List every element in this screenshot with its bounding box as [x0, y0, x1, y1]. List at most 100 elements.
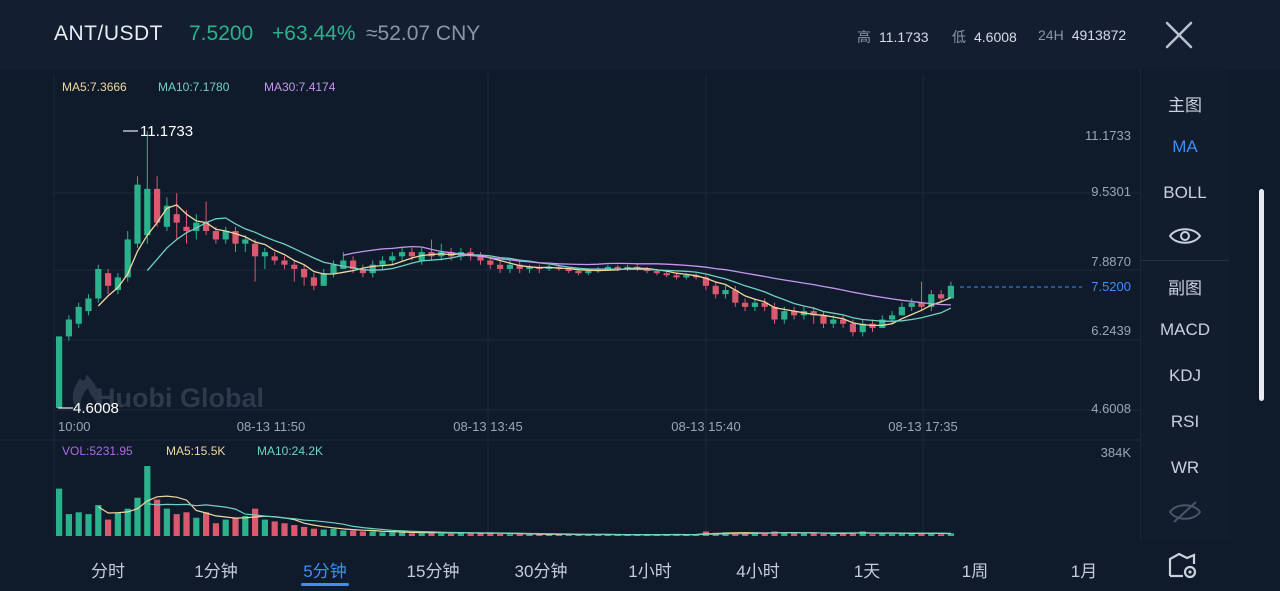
- volume-bar: [487, 533, 494, 536]
- volume-bar: [320, 529, 327, 536]
- tf-4h[interactable]: 4小时: [736, 562, 780, 581]
- candle-body: [154, 188, 161, 223]
- candle-body: [65, 319, 72, 337]
- candle: [761, 298, 768, 312]
- volume-bar: [85, 514, 92, 536]
- close-icon[interactable]: [1163, 19, 1195, 51]
- price-change: +63.44%: [272, 22, 356, 45]
- tf-1m[interactable]: 1分钟: [194, 562, 238, 581]
- candle-body: [683, 275, 690, 278]
- indicator-sidebar: 主图 MA BOLL 副图 MACD KDJ RSI WR: [1140, 70, 1229, 540]
- low-value: 4.6008: [974, 29, 1017, 45]
- tf-15m[interactable]: 15分钟: [406, 562, 460, 581]
- volume-bar: [800, 533, 807, 536]
- candle-body: [722, 290, 729, 295]
- candle-body: [252, 243, 259, 257]
- candle-body: [732, 290, 739, 303]
- tf-1h[interactable]: 1小时: [628, 562, 672, 581]
- candle: [810, 306, 817, 324]
- volume-bar: [742, 533, 749, 536]
- indicator-boll[interactable]: BOLL: [1163, 183, 1207, 202]
- candle: [947, 281, 954, 299]
- volume-bar: [751, 532, 758, 536]
- candle-body: [193, 222, 200, 232]
- volume-bar: [222, 519, 229, 536]
- volume-bar: [418, 533, 425, 536]
- volume-value: 4913872: [1071, 27, 1127, 43]
- high-value: 11.1733: [879, 29, 929, 45]
- legend-ma5: MA5:7.3666: [62, 80, 127, 94]
- candle: [722, 285, 729, 299]
- volume-bar: [114, 512, 121, 536]
- candle-body: [928, 294, 935, 307]
- volume-bar: [193, 517, 200, 536]
- candle: [95, 264, 102, 303]
- candle-body: [340, 260, 347, 269]
- candle-body: [908, 302, 915, 307]
- candle-body: [575, 271, 582, 274]
- tf-timeline[interactable]: 分时: [91, 562, 125, 581]
- scrollbar[interactable]: [1259, 189, 1264, 401]
- chart-settings-icon[interactable]: [1167, 550, 1199, 580]
- candle-body: [212, 231, 219, 240]
- candle: [908, 298, 915, 312]
- volume-bar: [771, 531, 778, 536]
- indicator-ma[interactable]: MA: [1172, 137, 1198, 156]
- volume-bar: [173, 514, 180, 536]
- eye-icon[interactable]: [1141, 225, 1229, 251]
- pair-name[interactable]: ANT/USDT: [54, 22, 163, 45]
- volume-ma-layer: [97, 495, 951, 536]
- legend-ma30: MA30:7.4174: [264, 80, 336, 94]
- candle: [477, 252, 484, 265]
- volume-bar: [869, 534, 876, 536]
- tf-5m[interactable]: 5分钟: [303, 562, 347, 581]
- indicator-macd[interactable]: MACD: [1159, 320, 1211, 339]
- candle-body: [261, 252, 268, 257]
- candle-body: [134, 184, 141, 244]
- volume-bar: [350, 530, 357, 536]
- vol-legend-ma10: MA10:24.2K: [257, 444, 323, 458]
- tf-1mo[interactable]: 1月: [1070, 562, 1098, 581]
- volume-bar: [163, 508, 170, 536]
- indicator-wr[interactable]: WR: [1170, 458, 1200, 477]
- candle-body: [183, 226, 190, 232]
- chart-area[interactable]: MA5:7.3666 MA10:7.1780 MA30:7.4174 Huobi…: [0, 70, 1140, 540]
- candle: [516, 260, 523, 274]
- candle: [859, 319, 866, 337]
- volume-bar: [212, 523, 219, 536]
- volume-bar: [389, 532, 396, 536]
- indicator-rsi[interactable]: RSI: [1170, 412, 1200, 431]
- candle: [840, 315, 847, 328]
- candle-body: [673, 275, 680, 278]
- volume-bar: [95, 505, 102, 536]
- active-tab-underline: [301, 583, 349, 586]
- volume-bar: [830, 533, 837, 536]
- kline-chart[interactable]: MA5:7.3666 MA10:7.1780 MA30:7.4174 Huobi…: [0, 70, 1140, 540]
- ma5-line: [97, 204, 952, 327]
- volume-bar: [849, 532, 856, 536]
- candle-body: [820, 315, 827, 324]
- tf-1d[interactable]: 1天: [853, 562, 881, 581]
- volume-bar: [546, 534, 553, 536]
- candle: [673, 273, 680, 280]
- candle-body: [173, 214, 180, 223]
- volume-bar: [330, 528, 337, 536]
- candle: [663, 271, 670, 278]
- cny-price: ≈52.07 CNY: [366, 22, 481, 45]
- volume-bar: [908, 533, 915, 536]
- x-tick-1: 10:00: [58, 419, 91, 434]
- candle-body: [291, 264, 298, 269]
- volume-bar: [252, 508, 259, 536]
- candle: [232, 226, 239, 253]
- indicator-kdj[interactable]: KDJ: [1168, 366, 1202, 385]
- candle-body: [418, 252, 425, 261]
- eye-off-icon[interactable]: [1141, 500, 1229, 526]
- tf-30m[interactable]: 30分钟: [514, 562, 568, 581]
- volume-bars-layer: [56, 466, 954, 536]
- legend-ma10: MA10:7.1780: [158, 80, 230, 94]
- candle: [820, 311, 827, 328]
- tf-1w[interactable]: 1周: [961, 562, 989, 581]
- candle-body: [281, 260, 288, 265]
- volume-bar: [105, 519, 112, 536]
- ticker-header: ANT/USDT 7.5200 +63.44% ≈52.07 CNY 高 11.1…: [0, 0, 1280, 70]
